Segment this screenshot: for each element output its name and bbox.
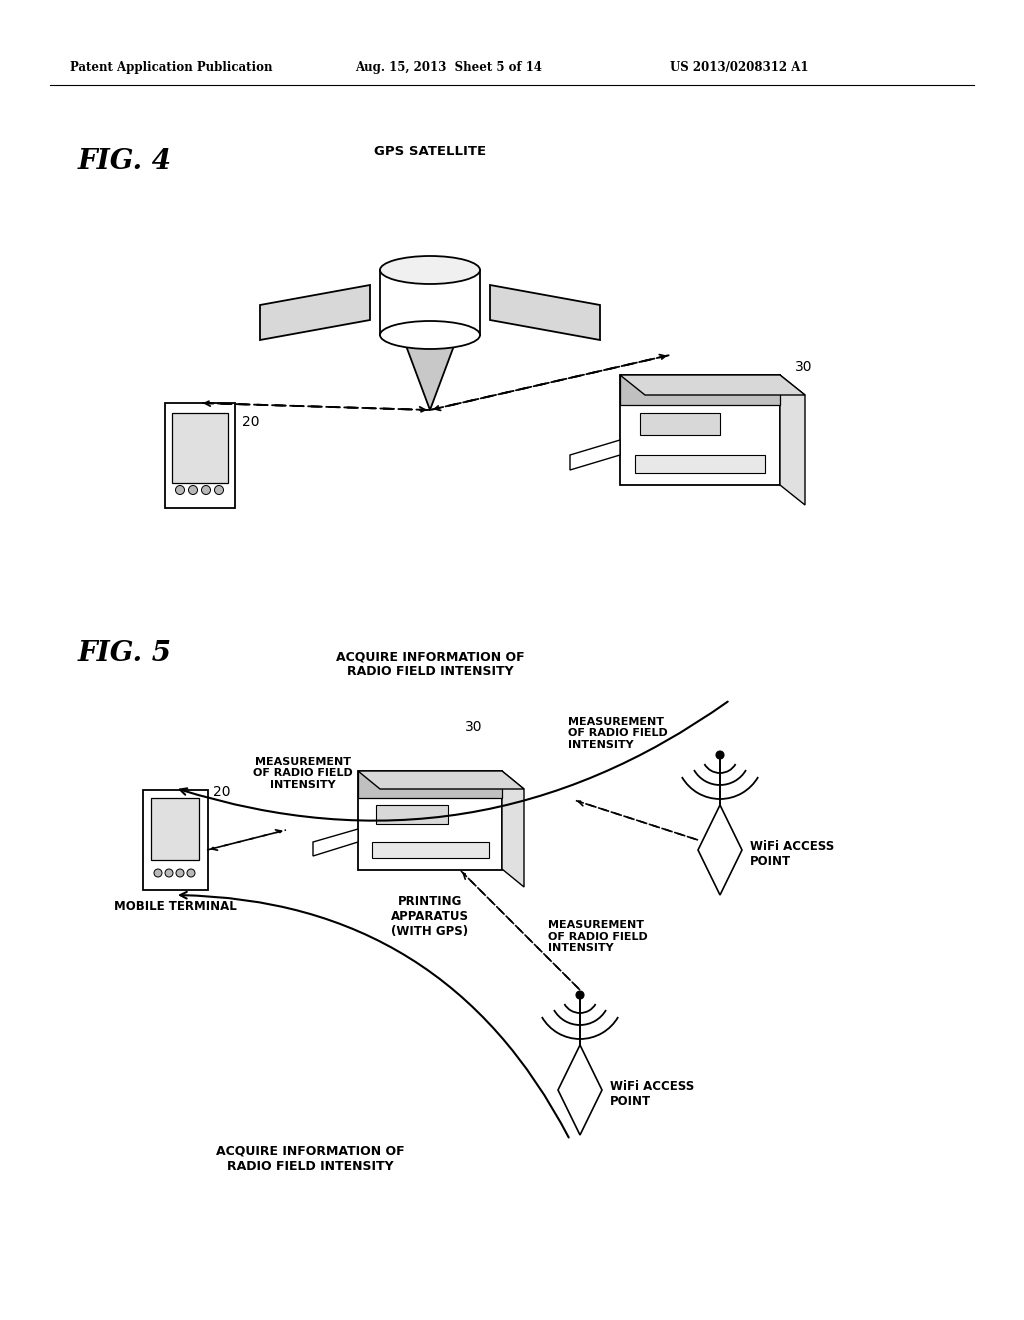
Ellipse shape xyxy=(175,486,184,495)
Text: 30: 30 xyxy=(465,719,482,734)
Ellipse shape xyxy=(380,321,480,348)
Bar xyxy=(376,805,449,824)
Ellipse shape xyxy=(214,486,223,495)
Text: MEASUREMENT
OF RADIO FIELD
INTENSITY: MEASUREMENT OF RADIO FIELD INTENSITY xyxy=(253,756,353,789)
Bar xyxy=(358,771,502,870)
Text: Patent Application Publication: Patent Application Publication xyxy=(70,62,272,74)
Bar xyxy=(358,771,502,799)
Bar xyxy=(143,789,208,890)
Text: MEASUREMENT
OF RADIO FIELD
INTENSITY: MEASUREMENT OF RADIO FIELD INTENSITY xyxy=(568,717,668,750)
Ellipse shape xyxy=(176,869,184,876)
Bar xyxy=(640,413,720,436)
Polygon shape xyxy=(558,1045,602,1135)
Text: Aug. 15, 2013  Sheet 5 of 14: Aug. 15, 2013 Sheet 5 of 14 xyxy=(355,62,542,74)
Text: 20: 20 xyxy=(242,414,259,429)
Bar xyxy=(380,271,480,335)
Text: MEASUREMENT
OF RADIO FIELD
INTENSITY: MEASUREMENT OF RADIO FIELD INTENSITY xyxy=(548,920,648,953)
Text: 20: 20 xyxy=(213,785,230,799)
Ellipse shape xyxy=(575,991,584,999)
Polygon shape xyxy=(358,771,524,789)
Polygon shape xyxy=(698,805,742,895)
Text: FIG. 5: FIG. 5 xyxy=(78,640,172,667)
Ellipse shape xyxy=(187,869,195,876)
Bar xyxy=(165,403,234,508)
Text: PRINTING
APPARATUS
(WITH GPS): PRINTING APPARATUS (WITH GPS) xyxy=(391,895,469,939)
Text: WiFi ACCESS
POINT: WiFi ACCESS POINT xyxy=(610,1080,694,1107)
FancyArrowPatch shape xyxy=(180,892,568,1138)
Polygon shape xyxy=(490,285,600,341)
Bar xyxy=(620,375,780,405)
Polygon shape xyxy=(620,375,805,395)
Text: FIG. 4: FIG. 4 xyxy=(78,148,172,176)
Bar xyxy=(635,455,765,473)
Ellipse shape xyxy=(202,486,211,495)
Polygon shape xyxy=(570,440,620,470)
Ellipse shape xyxy=(716,751,724,759)
Text: GPS SATELLITE: GPS SATELLITE xyxy=(374,145,486,158)
Bar xyxy=(620,375,780,484)
Bar xyxy=(372,842,489,858)
Polygon shape xyxy=(780,375,805,506)
Polygon shape xyxy=(502,771,524,887)
Ellipse shape xyxy=(154,869,162,876)
Text: WiFi ACCESS
POINT: WiFi ACCESS POINT xyxy=(750,840,835,869)
Text: ACQUIRE INFORMATION OF
RADIO FIELD INTENSITY: ACQUIRE INFORMATION OF RADIO FIELD INTEN… xyxy=(216,1144,404,1173)
Polygon shape xyxy=(313,829,358,855)
Text: US 2013/0208312 A1: US 2013/0208312 A1 xyxy=(670,62,809,74)
Ellipse shape xyxy=(188,486,198,495)
Bar xyxy=(151,799,199,861)
Ellipse shape xyxy=(380,256,480,284)
Text: MOBILE TERMINAL: MOBILE TERMINAL xyxy=(114,900,237,913)
Polygon shape xyxy=(260,285,370,341)
Ellipse shape xyxy=(165,869,173,876)
Text: ACQUIRE INFORMATION OF
RADIO FIELD INTENSITY: ACQUIRE INFORMATION OF RADIO FIELD INTEN… xyxy=(336,649,524,678)
Polygon shape xyxy=(402,335,458,411)
Text: 30: 30 xyxy=(795,360,812,374)
FancyArrowPatch shape xyxy=(180,702,728,821)
Bar xyxy=(172,413,228,483)
